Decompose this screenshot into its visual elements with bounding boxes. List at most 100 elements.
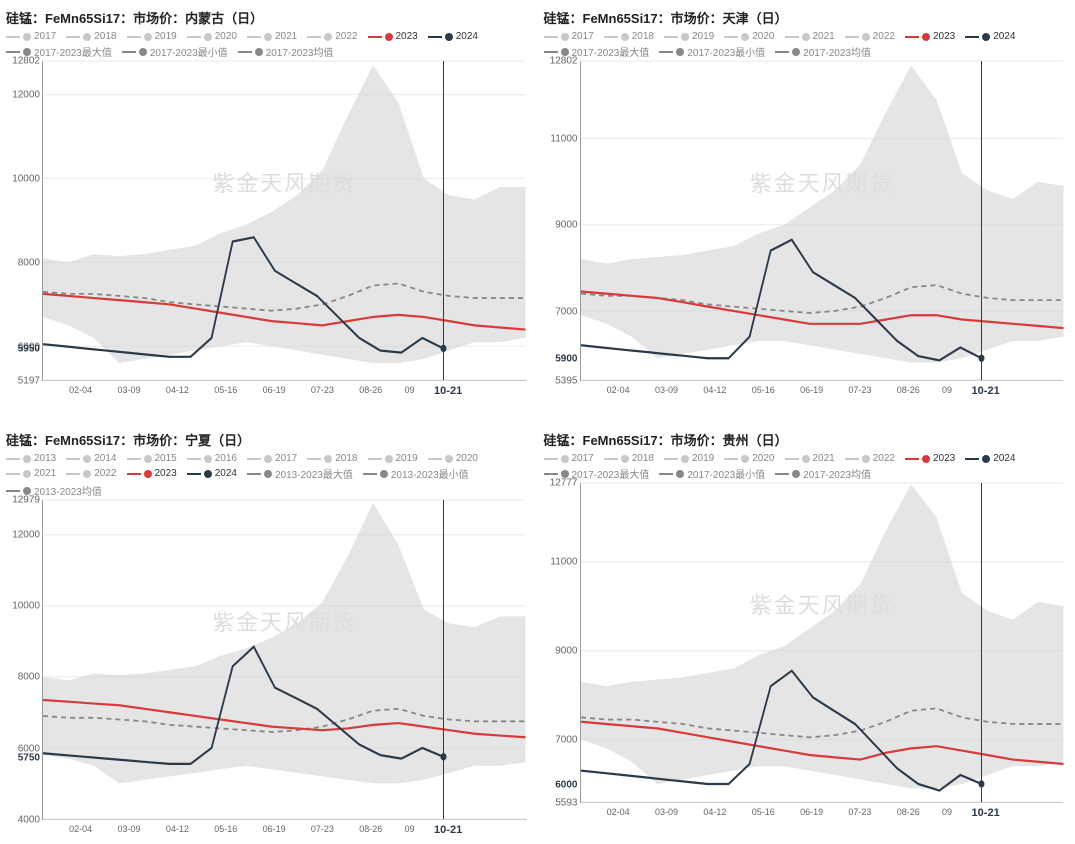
legend-item: 2022	[845, 31, 895, 42]
x-tick: 10-21	[972, 385, 1000, 397]
y-tick: 10000	[12, 601, 40, 612]
legend-item: 2018	[307, 453, 357, 464]
y-tick: 12802	[12, 56, 40, 67]
y-tick: 10000	[12, 173, 40, 184]
chart-area: 4000600080001000012000129795750紫金天风期货02-…	[6, 500, 532, 840]
x-tick: 04-12	[166, 385, 189, 395]
current-value-label: 5900	[555, 354, 577, 365]
current-value-label: 5950	[18, 344, 40, 355]
y-axis: 53957000900011000128025900	[544, 61, 580, 381]
x-tick: 06-19	[263, 824, 286, 834]
chart-title: 硅锰：FeMn65Si17：市场价：贵州（日）	[544, 430, 1070, 449]
legend-item-s2024: 2024	[965, 453, 1015, 464]
chart-grid: 硅锰：FeMn65Si17：市场价：内蒙古（日） 2017 2018 2019 2020…	[0, 0, 1075, 844]
x-axis: 02-0403-0904-1205-1606-1907-2308-260910-…	[580, 805, 1064, 823]
legend-item: 2013-2023最大值	[247, 466, 353, 481]
y-tick: 8000	[18, 258, 40, 269]
legend-item: 2017	[544, 453, 594, 464]
y-tick: 5197	[18, 376, 40, 387]
legend-item: 2021	[6, 468, 56, 479]
x-tick: 02-04	[607, 807, 630, 817]
chart-area: 55937000900011000127776000紫金天风期货 02-04 03-…	[544, 483, 1070, 823]
y-axis: 4000600080001000012000129795750	[6, 500, 42, 820]
legend-item: 2022	[66, 468, 116, 479]
x-tick: 08-26	[359, 824, 382, 834]
x-axis: 02-0403-0904-1205-1606-1907-2308-260910-…	[42, 822, 526, 840]
x-tick: 02-04	[607, 385, 630, 395]
legend-item: 2019	[127, 31, 177, 42]
y-tick: 11000	[550, 557, 577, 568]
x-tick: 05-16	[752, 385, 775, 395]
legend-item: 2018	[66, 31, 116, 42]
legend-item: 2021	[785, 453, 835, 464]
legend-item: 2016	[187, 453, 237, 464]
y-tick: 5395	[555, 376, 577, 387]
chart-title: 硅锰：FeMn65Si17：市场价：天津（日）	[544, 8, 1070, 27]
legend-item-s2023: 2023	[905, 453, 955, 464]
x-tick: 03-09	[655, 807, 678, 817]
legend-item: 2020	[724, 31, 774, 42]
legend-item: 2021	[247, 31, 297, 42]
x-tick: 09	[404, 385, 414, 395]
x-tick: 10-21	[434, 824, 462, 836]
chart-panel: 硅锰：FeMn65Si17：市场价：天津（日）20172018201920202…	[538, 0, 1075, 422]
legend-item: 2019	[664, 31, 714, 42]
legend-item: 2017-2023最小值	[659, 466, 765, 481]
x-tick: 09	[942, 385, 952, 395]
chart-panel: 硅锰：FeMn65Si17：市场价：贵州（日）20172018201920202…	[538, 422, 1075, 844]
legend-item: 2022	[307, 31, 357, 42]
y-tick: 5593	[555, 798, 577, 809]
y-tick: 12979	[12, 495, 40, 506]
x-tick: 04-12	[703, 807, 726, 817]
y-tick: 8000	[18, 672, 40, 683]
x-tick: 09	[942, 807, 952, 817]
x-axis: 02-0403-0904-1205-1606-1907-2308-260910-…	[580, 383, 1064, 401]
chart-area: 53957000900011000128025900紫金天风期货02-0403-…	[544, 61, 1070, 401]
x-tick: 02-04	[69, 824, 92, 834]
legend: 201720182019202020212022202320242017-202…	[544, 453, 1070, 481]
y-tick: 12802	[550, 56, 578, 67]
legend: 201720182019202020212022202320242017-202…	[544, 31, 1070, 59]
legend: 201720182019202020212022202320242017-202…	[6, 31, 532, 59]
y-axis: 55937000900011000127776000	[544, 483, 580, 803]
current-value-label: 5750	[18, 752, 40, 763]
chart-panel: 硅锰：FeMn65Si17：市场价：宁夏（日）20132014201520162…	[0, 422, 538, 844]
x-tick: 10-21	[972, 807, 1000, 819]
legend-item: 2013-2023最小值	[363, 466, 469, 481]
y-tick: 12000	[12, 89, 40, 100]
chart-title: 硅锰：FeMn65Si17：市场价：内蒙古（日）	[6, 8, 532, 27]
x-tick: 05-16	[214, 385, 237, 395]
plot-area: 紫金天风期货	[42, 500, 526, 820]
legend-item: 2019	[368, 453, 418, 464]
legend-item: 2020	[187, 31, 237, 42]
plot-area: 紫金天风期货	[580, 61, 1064, 381]
y-tick: 7000	[555, 306, 577, 317]
chart-title: 硅锰：FeMn65Si17：市场价：宁夏（日）	[6, 430, 532, 449]
legend-item-s2023: 2023	[905, 31, 955, 42]
x-tick: 07-23	[311, 385, 334, 395]
x-tick: 08-26	[897, 807, 920, 817]
y-tick: 12777	[550, 478, 578, 489]
y-axis: 5197600080001000012000128025950	[6, 61, 42, 381]
legend-item: 2013	[6, 453, 56, 464]
legend-item: 2021	[785, 31, 835, 42]
x-axis: 02-0403-0904-1205-1606-1907-2308-260910-…	[42, 383, 526, 401]
x-tick: 04-12	[703, 385, 726, 395]
x-tick: 04-12	[166, 824, 189, 834]
x-tick: 08-26	[359, 385, 382, 395]
legend-item-s2024: 2024	[428, 31, 478, 42]
x-tick: 06-19	[263, 385, 286, 395]
legend-item-s2024: 2024	[187, 468, 237, 479]
plot-area: 紫金天风期货	[42, 61, 526, 381]
x-tick: 05-16	[214, 824, 237, 834]
x-tick: 09	[404, 824, 414, 834]
legend-item: 2020	[724, 453, 774, 464]
x-tick: 07-23	[311, 824, 334, 834]
legend-item: 2017	[544, 31, 594, 42]
chart-panel: 硅锰：FeMn65Si17：市场价：内蒙古（日）2017201820192020…	[0, 0, 538, 422]
plot-area: 紫金天风期货	[580, 483, 1064, 803]
y-tick: 11000	[550, 133, 577, 144]
legend-item: 2022	[845, 453, 895, 464]
legend-item-s2024: 2024	[965, 31, 1015, 42]
legend-item: 2015	[127, 453, 177, 464]
